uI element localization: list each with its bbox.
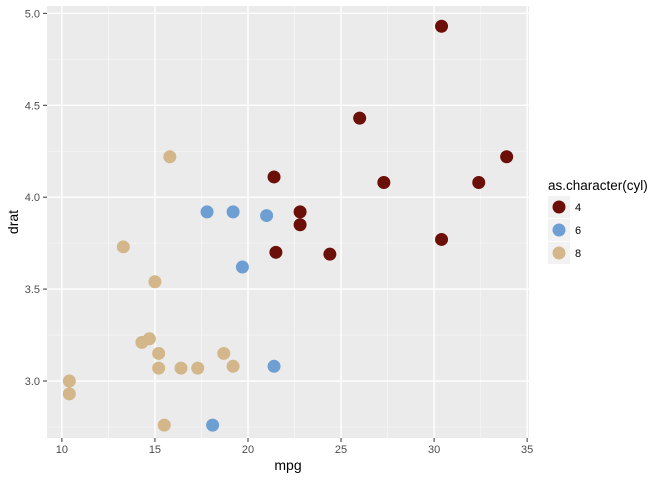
legend-key-swatch <box>552 246 566 260</box>
x-tick-label: 25 <box>335 444 347 456</box>
data-point <box>200 205 214 219</box>
data-point <box>191 361 205 375</box>
minor-gridlines <box>47 6 529 438</box>
data-point <box>377 175 391 189</box>
data-point <box>174 361 188 375</box>
data-point <box>62 374 76 388</box>
data-point <box>226 359 240 373</box>
legend-label: 8 <box>575 248 581 260</box>
data-points <box>62 19 514 432</box>
legend-key-swatch <box>552 223 566 237</box>
legend-title: as.character(cyl) <box>548 178 648 193</box>
data-point <box>353 111 367 125</box>
data-point <box>293 205 307 219</box>
x-tick-label: 35 <box>521 444 533 456</box>
y-tick-label: 4.0 <box>25 192 40 204</box>
y-axis-title: drat <box>5 210 21 234</box>
data-point <box>226 205 240 219</box>
legend-label: 6 <box>575 225 581 237</box>
data-point <box>206 418 220 432</box>
x-tick-label: 30 <box>428 444 440 456</box>
y-tick-label: 5.0 <box>25 8 40 20</box>
data-point <box>163 150 177 164</box>
plot-panel <box>47 6 529 438</box>
legend: as.character(cyl) 4 6 8 <box>548 178 648 264</box>
data-point <box>472 175 486 189</box>
data-point <box>62 387 76 401</box>
data-point <box>269 245 283 259</box>
data-point <box>152 361 166 375</box>
y-tick-label: 4.5 <box>25 100 40 112</box>
x-tick-label: 10 <box>56 444 68 456</box>
data-point <box>148 275 162 289</box>
data-point <box>435 19 449 33</box>
data-point <box>235 260 249 274</box>
data-point <box>293 218 307 232</box>
data-point <box>435 232 449 246</box>
x-axis-title: mpg <box>274 457 301 473</box>
legend-label: 4 <box>575 202 581 214</box>
data-point <box>267 170 281 184</box>
y-axis-ticks: 3.0 3.5 4.0 4.5 5.0 <box>25 8 47 388</box>
data-point <box>157 418 171 432</box>
major-gridlines <box>47 6 529 438</box>
y-tick-label: 3.0 <box>25 376 40 388</box>
data-point <box>260 209 274 223</box>
data-point <box>267 359 281 373</box>
x-tick-label: 15 <box>149 444 161 456</box>
data-point <box>152 346 166 360</box>
data-point <box>142 332 156 346</box>
y-tick-label: 3.5 <box>25 284 40 296</box>
data-point <box>323 247 337 261</box>
x-axis-ticks: 10 15 20 25 30 35 <box>56 438 533 456</box>
data-point <box>116 240 130 254</box>
x-tick-label: 20 <box>242 444 254 456</box>
data-point <box>217 346 231 360</box>
data-point <box>500 150 514 164</box>
legend-key-swatch <box>552 200 566 214</box>
